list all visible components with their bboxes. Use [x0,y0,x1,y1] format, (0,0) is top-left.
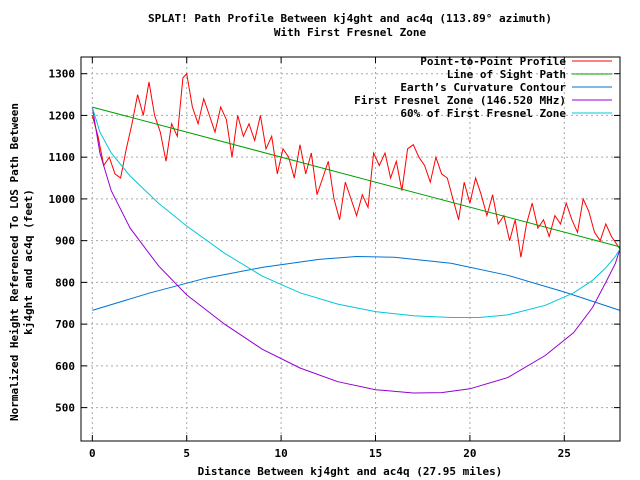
x-tick-label: 20 [463,447,476,460]
x-axis-label: Distance Between kj4ght and ac4q (27.95 … [198,465,503,478]
chart-title: SPLAT! Path Profile Between kj4ght and a… [148,12,552,25]
y-tick-label: 800 [55,276,75,289]
legend: Point-to-Point Profile Line of Sight Pat… [354,55,612,120]
legend-label-fresnel-60: 60% of First Fresnel Zone [400,107,566,120]
y-axis-label-line-1: Normalized Height Referenced To LOS Path… [8,103,21,421]
y-tick-label: 1300 [49,68,76,81]
y-tick-label: 600 [55,360,75,373]
legend-label-curvature: Earth’s Curvature Contour [400,81,566,94]
x-tick-label: 0 [89,447,96,460]
legend-label-los: Line of Sight Path [447,68,566,81]
y-tick-label: 1000 [49,193,76,206]
y-tick-label: 500 [55,402,75,415]
y-tick-label: 900 [55,235,75,248]
chart-subtitle: With First Fresnel Zone [274,26,427,39]
legend-label-fresnel: First Fresnel Zone (146.520 MHz) [354,94,566,107]
x-tick-label: 5 [183,447,190,460]
legend-label-profile: Point-to-Point Profile [420,55,566,68]
series-point-to-point-profile [91,72,621,258]
series-line-of-sight [92,106,621,248]
y-tick-label: 1200 [49,109,76,122]
series-earth-curvature [92,255,621,311]
plot-frame [80,56,621,442]
series-60-percent-fresnel-zone [91,106,621,318]
x-tick-label: 15 [369,447,382,460]
y-tick-label: 700 [55,318,75,331]
x-tick-label: 25 [558,447,571,460]
grid [81,57,620,441]
y-axis-label-line-2: kj4ght and ac4q (feet) [22,189,35,335]
axis-ticks: 0 5 10 15 20 25 500 600 700 800 900 1000 1100 1200 130… [49,57,620,460]
y-tick-label: 1100 [49,151,76,164]
x-tick-label: 10 [274,447,287,460]
series-first-fresnel-zone [91,107,621,394]
data-series [91,72,621,394]
